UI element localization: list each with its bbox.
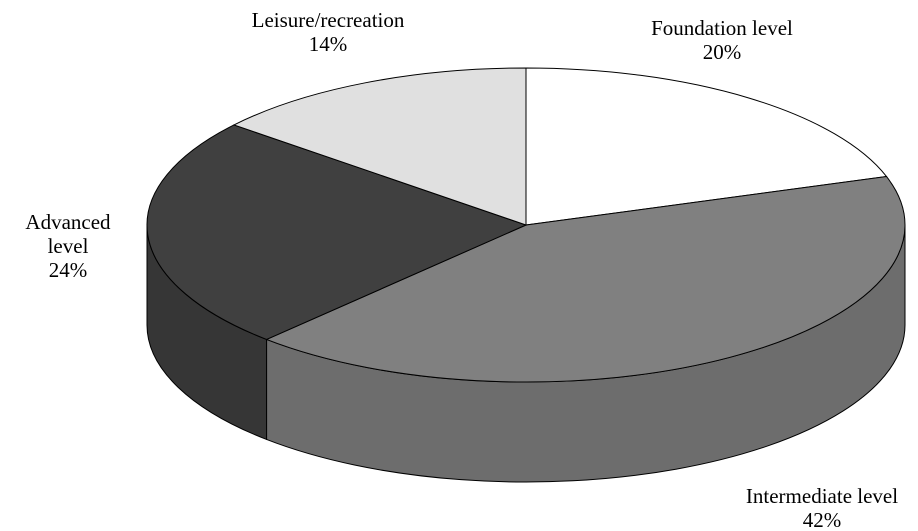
value-label: 20% xyxy=(702,40,742,64)
slice-label: Advanced level 24% xyxy=(13,210,123,282)
category-label: Leisure/recreation xyxy=(251,8,405,32)
value-label: 24% xyxy=(48,258,88,282)
category-label: Intermediate level xyxy=(745,484,899,508)
pie-slice xyxy=(232,67,527,226)
category-label: Foundation level xyxy=(651,16,793,40)
slice-label: Foundation level 20% xyxy=(622,16,822,64)
value-label: 14% xyxy=(308,32,348,56)
pie-slice xyxy=(265,175,906,383)
category-label: Advanced level xyxy=(25,210,111,258)
slice-label: Leisure/recreation 14% xyxy=(218,8,438,56)
pie-slice xyxy=(525,67,888,226)
slice-label: Intermediate level 42% xyxy=(712,484,918,531)
value-label: 42% xyxy=(802,508,842,531)
pie-slice xyxy=(146,124,528,340)
